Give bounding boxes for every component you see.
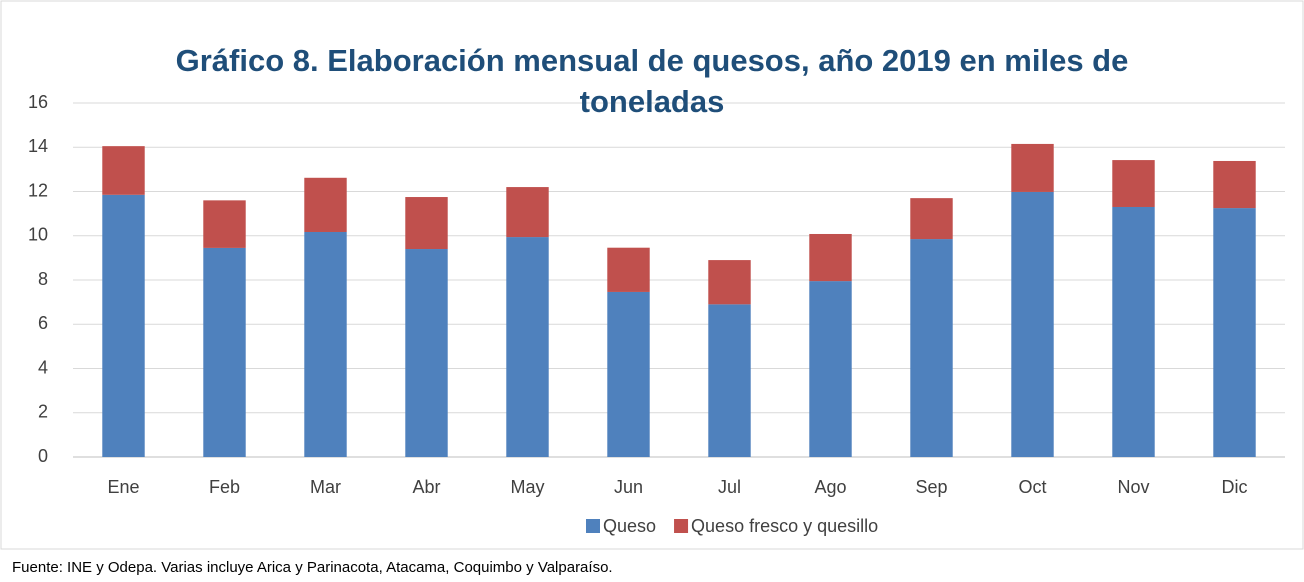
y-tick-label: 10 — [28, 225, 48, 245]
bar-segment — [304, 177, 347, 232]
y-tick-label: 16 — [28, 92, 48, 112]
x-tick-label: Feb — [209, 477, 240, 497]
y-tick-label: 14 — [28, 136, 48, 156]
legend-swatch — [586, 519, 600, 533]
x-tick-label: Nov — [1117, 477, 1149, 497]
chart-border — [0, 0, 1304, 550]
bar-segment — [1112, 206, 1155, 457]
bar-segment — [506, 237, 549, 457]
bar-segment — [203, 200, 246, 248]
x-tick-label: May — [510, 477, 544, 497]
x-tick-label: Oct — [1018, 477, 1046, 497]
legend-label: Queso — [603, 516, 656, 536]
bar-segment — [1011, 191, 1054, 457]
bar-segment — [102, 194, 145, 457]
x-tick-label: Jun — [614, 477, 643, 497]
bar-segment — [405, 249, 448, 457]
bar-segment — [506, 187, 549, 238]
x-tick-label: Abr — [412, 477, 440, 497]
bar-segment — [1112, 160, 1155, 207]
bar-segment — [102, 146, 145, 195]
bar-segment — [809, 233, 852, 282]
bar-segment — [708, 304, 751, 457]
legend-swatch — [674, 519, 689, 533]
chart-title: Gráfico 8. Elaboración mensual de quesos… — [175, 43, 1129, 119]
footnote: Fuente: INE y Odepa. Varias incluye Aric… — [12, 559, 613, 576]
bar-segment — [607, 247, 650, 292]
bar-segment — [910, 239, 953, 457]
bar-segment — [203, 247, 246, 457]
y-tick-label: 6 — [38, 313, 48, 333]
bar-segment — [1213, 208, 1256, 457]
y-tick-label: 4 — [38, 357, 48, 377]
y-tick-label: 0 — [38, 446, 48, 466]
legend-label: Queso fresco y quesillo — [691, 516, 878, 536]
bar-segment — [1011, 143, 1054, 192]
bar-segment — [1213, 160, 1256, 209]
bar-segment — [607, 291, 650, 457]
x-tick-label: Ene — [107, 477, 139, 497]
x-tick-label: Dic — [1222, 477, 1248, 497]
y-tick-label: 8 — [38, 269, 48, 289]
bar-segment — [405, 197, 448, 250]
bar-segment — [809, 281, 852, 457]
x-tick-label: Sep — [915, 477, 947, 497]
x-tick-label: Jul — [718, 477, 741, 497]
bar-segment — [708, 260, 751, 305]
y-tick-label: 2 — [38, 402, 48, 422]
bar-segment — [304, 231, 347, 457]
y-tick-label: 12 — [28, 180, 48, 200]
bar-segment — [910, 198, 953, 240]
x-tick-label: Mar — [310, 477, 341, 497]
x-tick-label: Ago — [814, 477, 846, 497]
